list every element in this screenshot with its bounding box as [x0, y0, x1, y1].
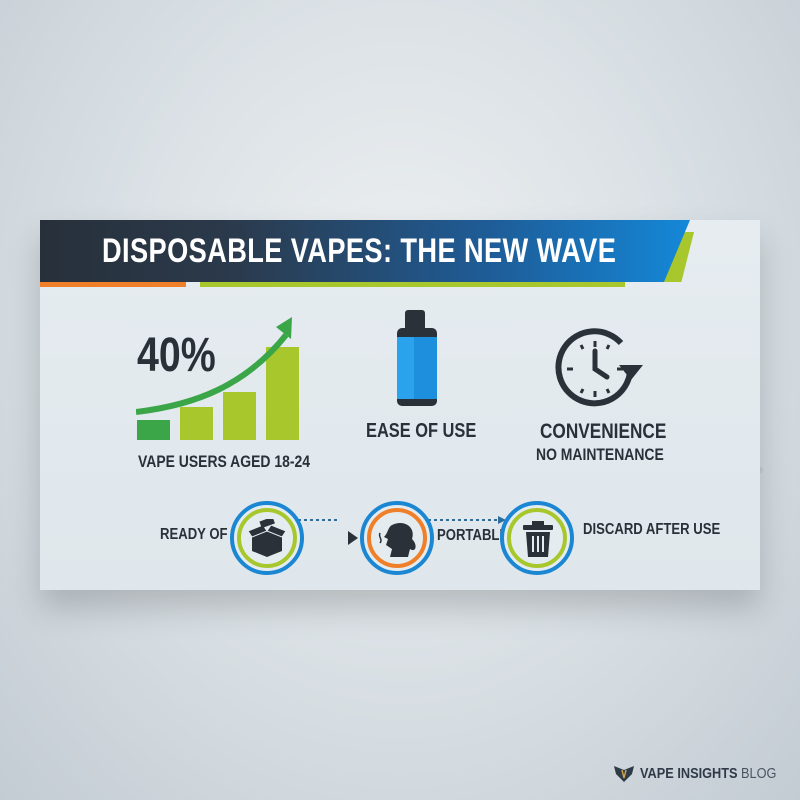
page-title: DISPOSABLE VAPES: THE NEW WAVE: [102, 232, 617, 270]
stat-label: VAPE USERS AGED 18-24: [138, 452, 310, 471]
header-banner: [40, 220, 690, 282]
orange-underline: [40, 282, 186, 287]
step-portable-label: PORTABLE: [437, 527, 509, 544]
green-underline: [200, 282, 625, 287]
feature-convenience: CONVENIENCE: [540, 420, 667, 443]
footer-brand: VAPE INSIGHTS BLOG: [614, 764, 782, 782]
stat-value: 40%: [137, 329, 216, 382]
step-portable: [360, 501, 434, 575]
clock-refresh-icon: [555, 328, 643, 407]
step-discard-label: DISCARD AFTER USE: [583, 521, 721, 538]
trash-icon: [523, 521, 553, 557]
feature-no-maintenance: NO MAINTENANCE: [536, 445, 664, 464]
person-exhaling-icon: [378, 522, 416, 557]
vape-device-icon: [397, 310, 437, 406]
open-box-icon: [248, 519, 286, 557]
feature-ease-of-use: EASE OF USE: [366, 420, 477, 442]
growth-bar-chart-icon: [136, 317, 299, 440]
brand-suffix: BLOG: [740, 764, 777, 782]
step-discard: [500, 501, 574, 575]
infographic-card: DISPOSABLE VAPES: THE NEW WAVE 40% VAPE …: [40, 220, 760, 590]
dotted-connector: [280, 516, 506, 524]
brand-name: VAPE INSIGHTS: [640, 764, 738, 782]
step-ready-of-use: [230, 501, 304, 575]
brand-logo-icon: [614, 766, 634, 782]
